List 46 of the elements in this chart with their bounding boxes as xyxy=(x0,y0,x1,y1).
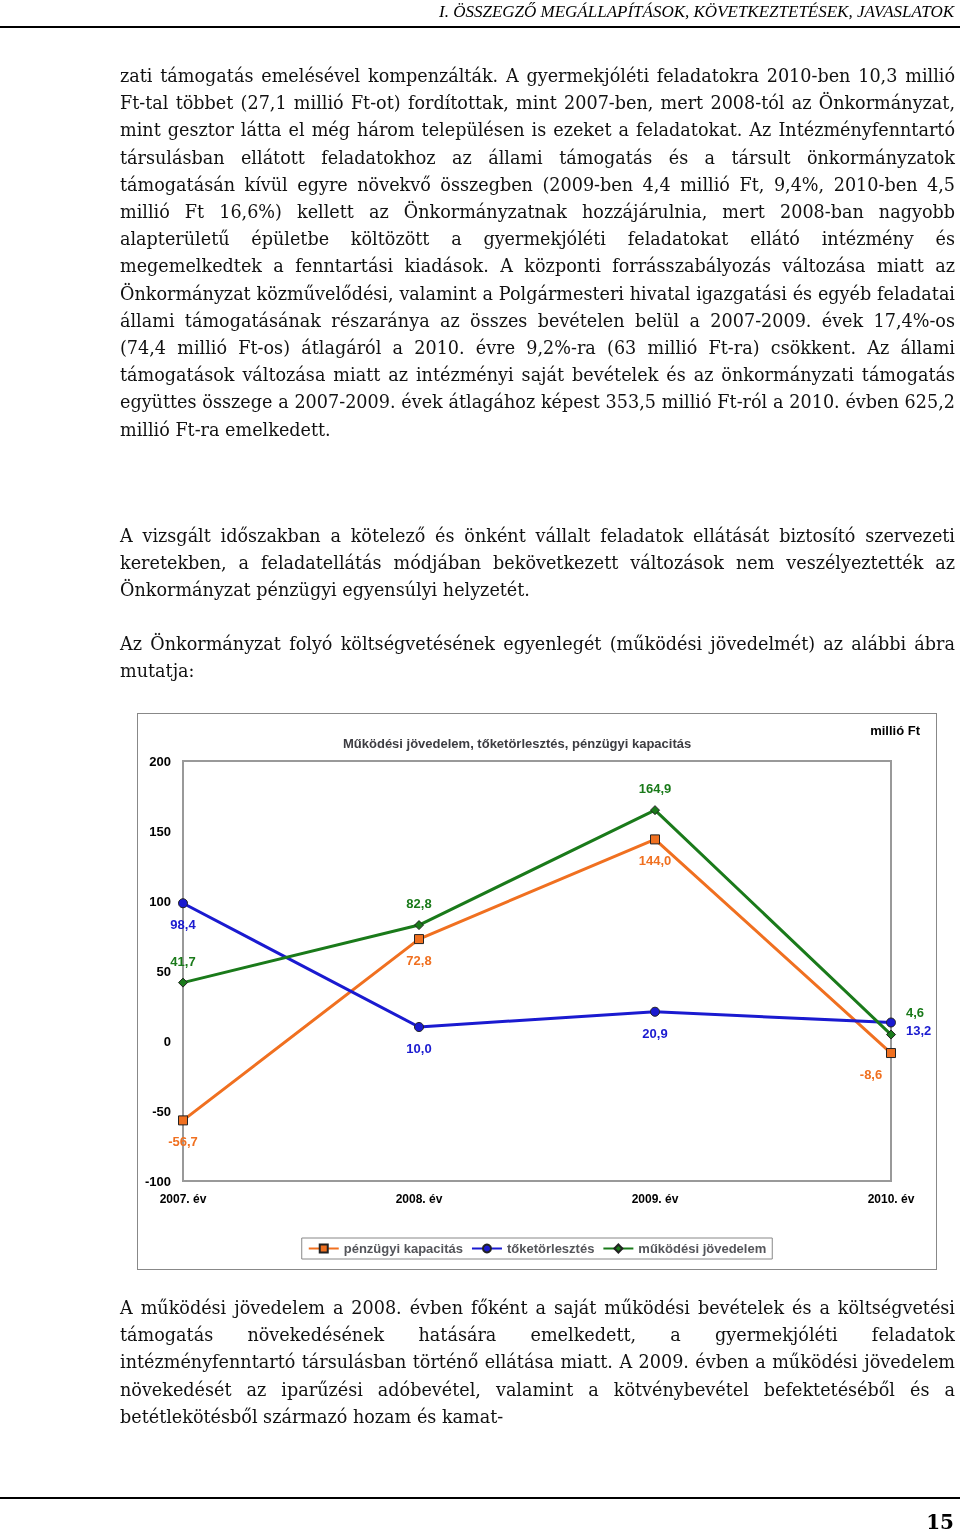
point xyxy=(178,977,188,988)
data-label: 82,8 xyxy=(406,896,432,912)
legend-label: működési jövedelem xyxy=(638,1241,767,1256)
text: A működési jövedelem a 2008. évben főként a saját működési bevételek és a költségvetési támogatás növekedésének hatására emelkedett, a gyermekjóléti feladatok intézményfenntartó társulásban történő ellátása miatt. A 2009. évben a működési jövedelem növekedését az iparűzési adóbevétel, valamint a kötvénybevétel befektetéséből és a betétlekötésből származó hozam és kamat- xyxy=(120,1297,955,1429)
data-label: 41,7 xyxy=(170,953,196,969)
data-label: 164,9 xyxy=(638,781,672,797)
point xyxy=(414,1022,424,1032)
point xyxy=(650,1006,660,1017)
point xyxy=(178,898,188,909)
data-label: -8,6 xyxy=(859,1067,883,1083)
y-tick-label: 100 xyxy=(149,893,171,909)
x-tick-label: 2008. év xyxy=(395,1192,443,1206)
y-axis-title: millió Ft xyxy=(870,723,921,738)
data-label: 4,6 xyxy=(906,1005,925,1021)
point xyxy=(886,1029,896,1040)
y-tick-label: -50 xyxy=(152,1103,171,1119)
chart-title: Működési jövedelem, tőketörlesztés, pénzügyi kapacitás xyxy=(343,736,692,751)
text: I. ÖSSZEGZŐ MEGÁLLAPÍTÁSOK, KÖVETKEZTETÉSEK, JAVASLATOK xyxy=(438,2,954,22)
data-label: 13,2 xyxy=(906,1023,932,1039)
text: zati támogatás emelésével kompenzálták. A gyermekjóléti feladatokra 2010-ben 10,3 millió Ft-tal többet (27,1 millió Ft-ot) fordítottak, mint 2007-ben, mert 2008-tól az Önkormányzat, mint gesztor látta el még három településen is ezeket a feladatokat. Az Intézményfenntartó társulásban ellátott feladatokhoz az állami támogatás és a társult önkormányzatok támogatásán kívül egyre növekvő összegben (2009-ben 4,4 millió Ft, 9,4%, 2010-ben 4,5 millió Ft 16,6%) kellett az Önkormányzatnak hozzájárulnia, mert 2008-ban nagyobb alapterületű épületbe költözött a gyermekjóléti feladatokat ellátó intézmény és megemelkedtek a fenntartási kiadások. A központi forrásszabályozás változása miatt az Önkormányzat közművelődési, valamint a Polgármesteri hivatal igazgatási és egyéb feladatai állami támogatásának részaránya az összes bevételen belül a 2007-2009. évek 17,4%-os (74,4 millió Ft-os) átlagáról a 2010. évre 9,2%-ra (63 millió Ft-ra) csökkent. Az állami támogatások változása miatt az intézményi saját bevételek és az önkormányzati támogatás együttes összege a 2007-2009. évek átlagához képest 353,5 millió Ft-ról a 2010. évben 625,2 millió Ft-ra emelkedett. xyxy=(120,66,955,440)
y-tick-label: 150 xyxy=(149,823,171,839)
x-tick-label: 2010. év xyxy=(867,1192,915,1206)
text: 15 xyxy=(926,1510,954,1534)
y-tick-label: 50 xyxy=(156,963,171,979)
point xyxy=(650,805,660,816)
data-label: -56,7 xyxy=(168,1134,198,1150)
point xyxy=(886,1017,896,1028)
data-label: 98,4 xyxy=(170,917,197,933)
x-tick-label: 2007. év xyxy=(159,1192,207,1206)
text: A vizsgált időszakban a kötelező és önként vállalt feladatok ellátását biztosító szervezeti keretekben, a feladatellátás módjában bekövetkezett változások nem veszélyeztették az Önkormányzat pénzügyi egyensúlyi helyzetét. xyxy=(120,525,955,603)
text: Az Önkormányzat folyó költségvetésének egyenlegét (működési jövedelmét) az alábbi ábra mutatja: xyxy=(120,632,955,684)
data-label: 72,8 xyxy=(406,953,432,969)
point xyxy=(886,1048,896,1059)
y-tick-label: 0 xyxy=(163,1033,171,1049)
x-tick-label: 2009. év xyxy=(631,1192,679,1206)
data-label: 10,0 xyxy=(406,1041,432,1056)
y-tick-label: 200 xyxy=(149,753,171,769)
y-tick-label: -100 xyxy=(144,1173,171,1189)
data-label: 144,0 xyxy=(638,853,672,869)
legend-label: tőketörlesztés xyxy=(506,1241,595,1256)
data-label: 20,9 xyxy=(642,1025,668,1041)
point xyxy=(414,920,424,931)
legend-label: pénzügyi kapacitás xyxy=(343,1241,463,1256)
point xyxy=(178,1115,188,1126)
point xyxy=(650,834,660,845)
point xyxy=(414,934,424,945)
